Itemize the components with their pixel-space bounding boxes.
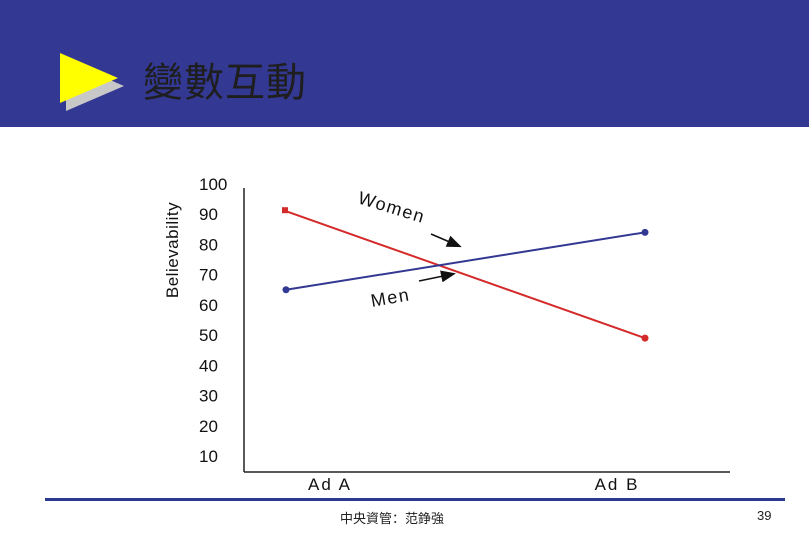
header-bar: 變數互動: [0, 0, 809, 127]
y-axis-label: Believability: [163, 202, 182, 298]
women-annotation: Women: [356, 188, 428, 227]
y-tick-label: 20: [199, 417, 218, 436]
series-line-men: [285, 231, 646, 291]
footer-author: 中央資管：范錚強: [340, 512, 445, 527]
header-background: [0, 0, 809, 127]
slide-title: 變數互動: [143, 60, 307, 106]
data-point-men: [282, 286, 290, 294]
y-tick-label: 80: [199, 235, 218, 254]
series-line-women: [285, 210, 646, 340]
women-arrow-icon: [430, 233, 462, 248]
y-tick-label: 40: [199, 356, 218, 375]
y-tick-label: 70: [199, 266, 218, 285]
data-point-men: [641, 228, 649, 236]
y-tick-label: 90: [199, 205, 218, 224]
y-tick-labels: 100 90 80 70 60 50 40 30 20 10: [199, 175, 227, 466]
data-point-women: [641, 334, 649, 342]
men-arrow-icon: [418, 270, 456, 283]
men-annotation: Men: [369, 284, 411, 311]
data-point-women: [282, 207, 288, 214]
x-tick-label: Ad A: [308, 475, 352, 494]
footer-divider: [45, 498, 785, 501]
y-tick-label: 10: [199, 447, 218, 466]
play-arrow-icon: [60, 53, 118, 103]
annotations: Women Men: [356, 188, 462, 311]
x-tick-labels: Ad A Ad B: [308, 475, 640, 494]
y-tick-label: 100: [199, 175, 227, 194]
series-group: [282, 207, 649, 342]
y-tick-label: 50: [199, 326, 218, 345]
page-number: 39: [757, 508, 772, 523]
x-tick-label: Ad B: [595, 475, 640, 494]
y-tick-label: 60: [199, 296, 218, 315]
y-tick-label: 30: [199, 387, 218, 406]
